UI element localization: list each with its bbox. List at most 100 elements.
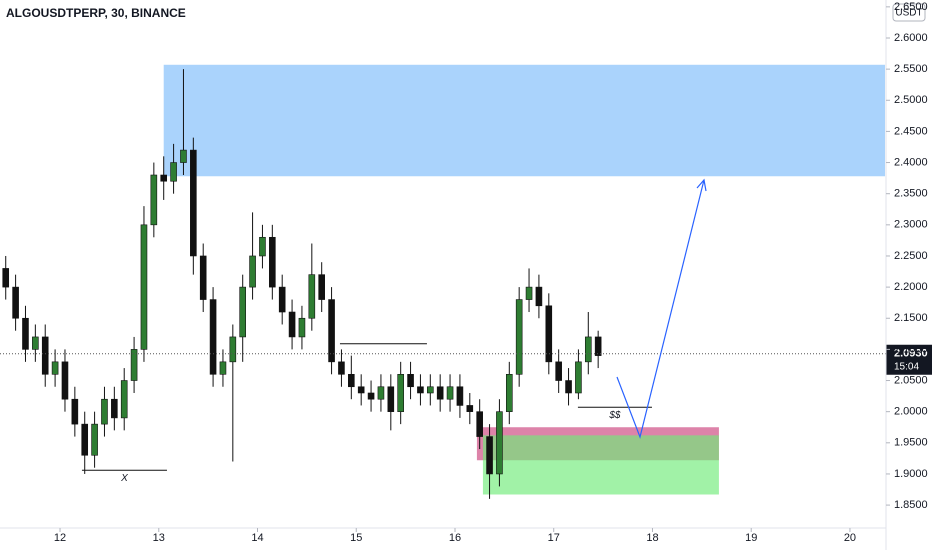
candle-body (199, 255, 207, 300)
y-tick-label: 2.4000 (894, 156, 928, 168)
candle-body (505, 374, 513, 412)
candle-body (318, 274, 325, 300)
level-label: X (120, 473, 128, 484)
y-tick-label: 2.5000 (894, 94, 928, 106)
y-tick-label: 1.9500 (894, 437, 928, 449)
candle-body (249, 255, 256, 288)
y-tick-label: 2.1500 (894, 312, 928, 324)
x-tick-label: 18 (646, 532, 658, 544)
y-tick-label: 2.0500 (894, 374, 928, 386)
x-tick-label: 17 (548, 532, 560, 544)
y-tick-label: 1.8500 (894, 499, 928, 511)
last-price-box (886, 344, 932, 375)
currency-box[interactable] (892, 3, 926, 22)
y-tick-label: 2.5500 (894, 63, 928, 75)
y-tick-label: 2.2000 (894, 281, 928, 293)
candle-body (377, 386, 385, 400)
candle-body (150, 174, 158, 226)
x-tick-label: 20 (844, 532, 856, 544)
last-price-label: 2.0930 (894, 348, 928, 360)
chart-title: ALGOUSDTPERP, 30, BINANCE (6, 6, 186, 20)
candle-body (219, 361, 227, 375)
candle-body (476, 411, 483, 437)
y-tick-label: 2.2500 (894, 250, 928, 262)
candle-body (535, 286, 543, 307)
x-tick-label: 15 (350, 532, 362, 544)
candle-body (140, 224, 148, 350)
candle-body (407, 374, 414, 388)
candle-body (101, 398, 108, 425)
candle-body (120, 380, 128, 419)
level-label: $$ (608, 410, 621, 421)
candle-body (32, 336, 39, 350)
candle-body (190, 149, 197, 257)
candle-body (328, 299, 335, 363)
candle-body (259, 236, 266, 257)
y-tick-label: 2.6500 (894, 1, 928, 13)
candle-body (111, 398, 118, 419)
candle-body (594, 336, 602, 356)
candle-body (446, 386, 454, 400)
x-tick-label: 13 (153, 532, 165, 544)
zones (163, 64, 885, 495)
arrow-head (696, 178, 707, 192)
candle-body (436, 386, 444, 400)
candle-body (367, 392, 375, 400)
candle-body (456, 386, 464, 406)
y-tick-label: 2.6000 (894, 32, 928, 44)
candle-body (525, 286, 533, 300)
candle-body (51, 361, 59, 375)
candle-body (348, 374, 355, 388)
candle-body (584, 336, 592, 363)
candle-body (91, 423, 98, 456)
y-tick-label: 1.9000 (894, 468, 928, 480)
candle-body (397, 374, 404, 412)
candle-body (269, 236, 276, 288)
candle-body (22, 317, 29, 350)
candle-body (515, 299, 523, 375)
candle-body (427, 386, 434, 394)
candle-body (81, 423, 89, 456)
candle-body (278, 286, 286, 313)
candle-body (565, 380, 572, 394)
candle-body (41, 336, 49, 375)
candle-body (486, 436, 493, 475)
candle-body (357, 386, 365, 394)
candles (2, 69, 602, 499)
candle-body (288, 311, 296, 338)
candle-body (575, 361, 582, 394)
candle-body (308, 274, 316, 319)
y-tick-label: 2.1000 (894, 343, 928, 355)
x-tick-label: 19 (745, 532, 757, 544)
candle-body (298, 317, 306, 338)
x-tick-label: 12 (54, 532, 66, 544)
candle-body (170, 162, 177, 182)
y-tick-label: 2.0000 (894, 406, 928, 418)
zone (163, 64, 885, 177)
candle-body (417, 386, 424, 394)
candle-body (387, 386, 395, 412)
candle-body (130, 349, 138, 381)
y-tick-label: 2.3000 (894, 219, 928, 231)
candle-body (239, 286, 247, 338)
projection-arrow (616, 179, 705, 439)
y-tick-label: 2.3500 (894, 188, 928, 200)
candle-body (160, 174, 168, 182)
candle-body (61, 361, 69, 400)
candle-body (466, 405, 474, 412)
candle-body (555, 361, 562, 381)
countdown: 15:04 (894, 361, 919, 372)
zone (482, 435, 719, 495)
candle-body (229, 336, 237, 363)
candle-body (71, 398, 79, 425)
candle-body (12, 286, 19, 319)
candle-body (180, 149, 187, 163)
candle-body (2, 268, 10, 288)
candle-body (338, 361, 345, 375)
currency: USDT (895, 8, 922, 19)
candle-body (545, 305, 553, 363)
candle-body (209, 299, 217, 375)
